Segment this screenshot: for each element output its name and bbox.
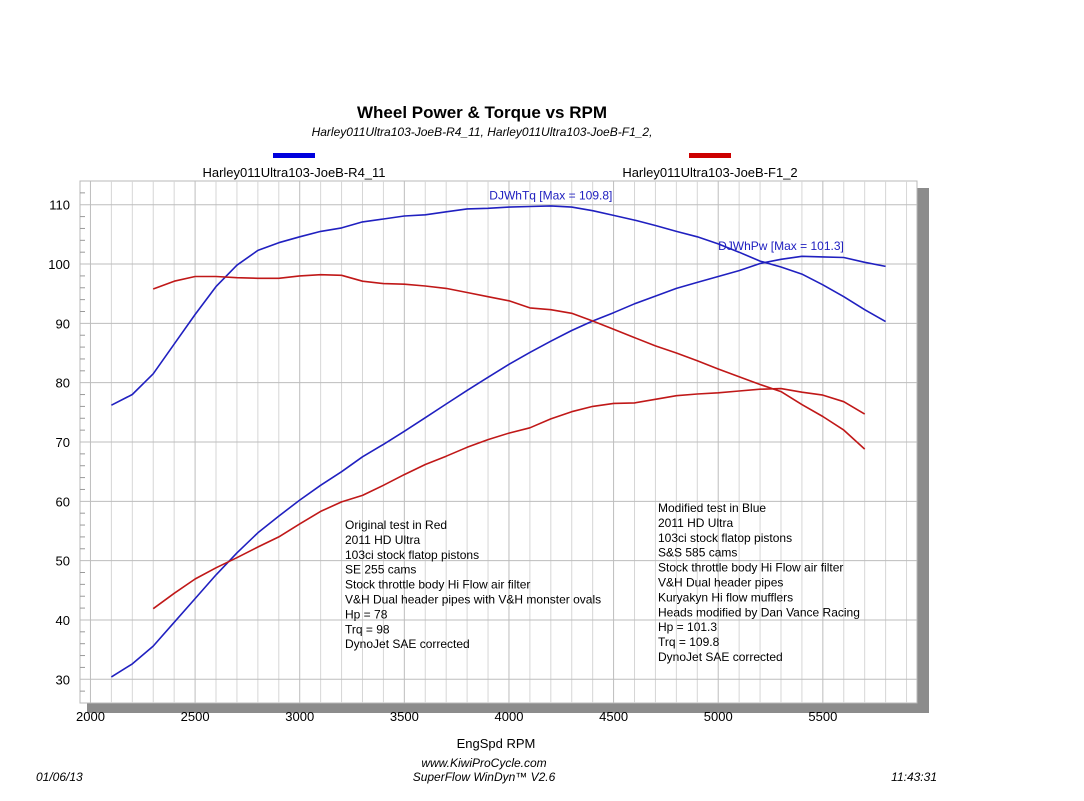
footer-date: 01/06/13 — [36, 770, 83, 784]
modified-test-note-line: Hp = 101.3 — [658, 620, 717, 634]
legend-swatch — [689, 153, 731, 158]
series-line — [111, 205, 886, 406]
original-test-note-line: Stock throttle body Hi Flow air filter — [345, 578, 530, 592]
modified-test-note-line: Kuryakyn Hi flow mufflers — [658, 590, 793, 604]
x-tick-label: 4000 — [495, 709, 524, 724]
modified-test-note-line: Trq = 109.8 — [658, 635, 720, 649]
modified-test-note-line: Heads modified by Dan Vance Racing — [658, 605, 860, 619]
series-line — [110, 255, 886, 678]
x-tick-label: 3500 — [390, 709, 419, 724]
legend-swatch — [273, 153, 315, 158]
x-tick-label: 5000 — [704, 709, 733, 724]
original-test-note-line: Trq = 98 — [345, 622, 390, 636]
x-tick-label: 5500 — [808, 709, 837, 724]
modified-test-note-line: V&H Dual header pipes — [658, 576, 783, 590]
series-line — [152, 387, 866, 610]
x-tick-label: 4500 — [599, 709, 628, 724]
grid — [80, 181, 917, 703]
modified-test-note-line: S&S 585 cams — [658, 546, 737, 560]
y-tick-label: 60 — [56, 494, 70, 509]
modified-test-note-line: DynoJet SAE corrected — [658, 650, 783, 664]
series-lines — [110, 205, 886, 678]
chart-title: Wheel Power & Torque vs RPM — [357, 103, 607, 122]
series-line — [152, 273, 866, 450]
tick-labels: 2000 2500 3000 3500 4000 4500 5000 5500 30 40 50 60… — [48, 198, 837, 724]
y-tick-label: 110 — [49, 198, 70, 213]
legend: Harley011Ultra103-JoeB-R4_11 Harley011Ult… — [202, 153, 798, 180]
original-test-note-line: Original test in Red — [345, 518, 447, 532]
x-tick-label: 2000 — [76, 709, 105, 724]
y-tick-label: 90 — [56, 316, 70, 331]
modified-test-note-line: 103ci stock flatop pistons — [658, 531, 792, 545]
max-annotation: DJWhPw [Max = 101.3] — [718, 239, 844, 253]
x-tick-label: 2500 — [181, 709, 210, 724]
x-axis-label: EngSpd RPM — [457, 736, 536, 751]
original-test-note-line: Hp = 78 — [345, 607, 388, 621]
y-tick-label: 80 — [56, 376, 70, 391]
original-test-note-line: V&H Dual header pipes with V&H monster o… — [345, 593, 601, 607]
original-test-note-line: SE 255 cams — [345, 563, 416, 577]
max-annotations: DJWhTq [Max = 109.8] DJWhPw [Max = 101.3] — [489, 188, 844, 252]
modified-test-note-line: 2011 HD Ultra — [658, 516, 733, 530]
y-tick-label: 40 — [56, 613, 70, 628]
footer-software: SuperFlow WinDyn™ V2.6 — [413, 770, 556, 784]
modified-test-note-line: Stock throttle body Hi Flow air filter — [658, 561, 843, 575]
legend-label: Harley011Ultra103-JoeB-F1_2 — [622, 165, 797, 180]
legend-label: Harley011Ultra103-JoeB-R4_11 — [202, 165, 385, 180]
y-tick-label: 30 — [56, 672, 70, 687]
x-tick-label: 3000 — [285, 709, 314, 724]
y-tick-label: 50 — [56, 554, 70, 569]
y-tick-label: 70 — [56, 435, 70, 450]
footer-time: 11:43:31 — [891, 770, 937, 784]
footer-website: www.KiwiProCycle.com — [421, 756, 546, 770]
original-test-note-line: 103ci stock flatop pistons — [345, 548, 479, 562]
modified-test-note-line: Modified test in Blue — [658, 501, 766, 515]
original-test-note-line: 2011 HD Ultra — [345, 533, 420, 547]
original-test-note-line: DynoJet SAE corrected — [345, 637, 470, 651]
max-annotation: DJWhTq [Max = 109.8] — [489, 188, 612, 202]
chart-subtitle: Harley011Ultra103-JoeB-R4_11, Harley011U… — [312, 125, 653, 139]
y-tick-label: 100 — [48, 257, 70, 272]
